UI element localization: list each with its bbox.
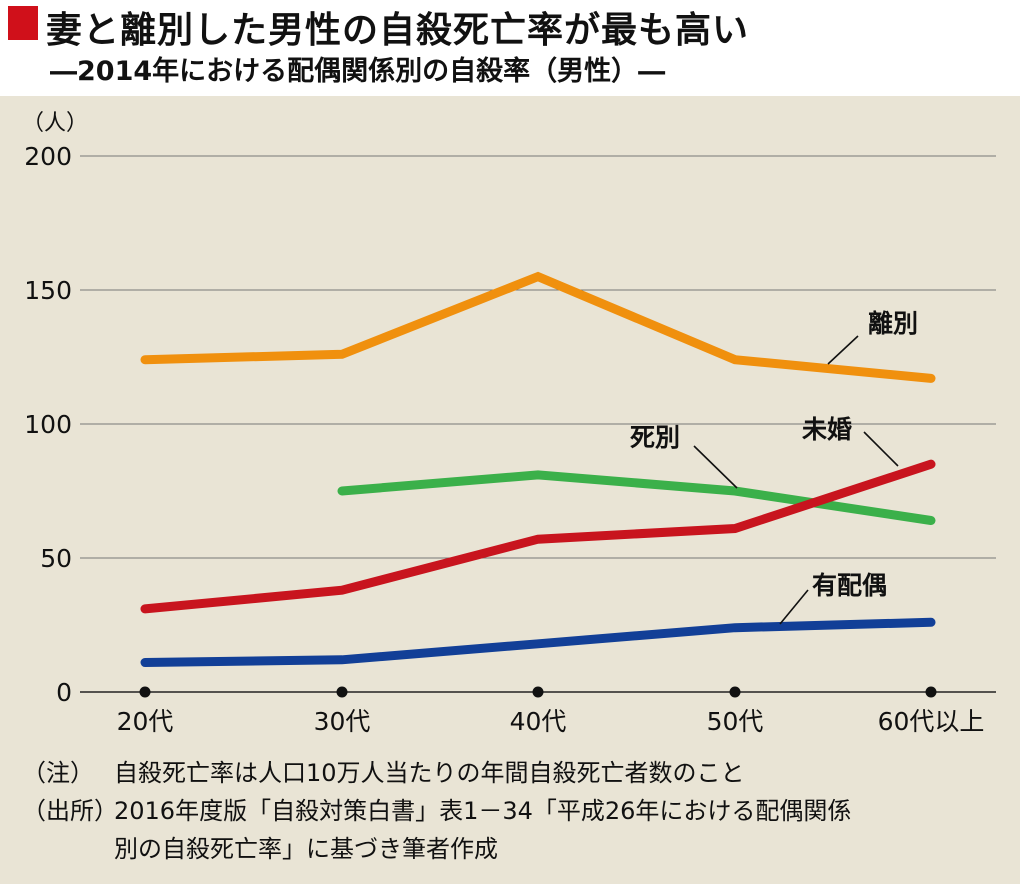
header: 妻と離別した男性の自殺死亡率が最も高い ―2014年における配偶関係別の自殺率（… [0,0,1020,96]
series-label: 未婚 [802,415,852,444]
leader-line [693,445,738,489]
chart-subtitle: ―2014年における配偶関係別の自殺率（男性）― [50,56,666,87]
series-line-有配偶 [140,617,936,667]
source-line-2: 別の自殺死亡率」に基づき筆者作成 [114,835,498,863]
source-label: （出所） [22,797,118,825]
leader-line [827,335,859,365]
y-tick-label: 50 [40,544,72,573]
note-text: 自殺死亡率は人口10万人当たりの年間自殺死亡者数のこと [114,759,745,787]
source-text: 2016年度版「自殺対策白書」表1－34「平成26年における配偶関係 別の自殺死… [114,792,851,868]
y-tick-label: 150 [24,276,72,305]
leader-line [863,431,899,467]
source-row: （出所） 2016年度版「自殺対策白書」表1－34「平成26年における配偶関係 … [22,792,851,868]
x-tick-label: 20代 [117,707,174,736]
y-tick-label: 100 [24,410,72,439]
series-line-未婚 [140,459,936,614]
series-label: 有配偶 [812,571,887,600]
y-axis-unit-label: （人） [22,111,88,136]
series-line-死別 [337,470,936,525]
leader-line [779,589,809,625]
x-tick-label: 50代 [707,707,764,736]
x-tick-dot [925,686,937,698]
title-marker [8,6,38,40]
series-label: 離別 [868,309,918,338]
chart-title: 妻と離別した男性の自殺死亡率が最も高い [46,10,750,51]
y-tick-label: 200 [24,142,72,171]
notes: （注） 自殺死亡率は人口10万人当たりの年間自殺死亡者数のこと （出所） 201… [22,754,851,868]
x-tick-dot [336,686,348,698]
x-tick-label: 60代以上 [878,707,985,736]
x-tick-dot [729,686,741,698]
note-row: （注） 自殺死亡率は人口10万人当たりの年間自殺死亡者数のこと [22,754,851,792]
x-tick-label: 40代 [510,707,567,736]
series-line-離別 [140,271,936,383]
x-tick-dot [139,686,151,698]
y-tick-label: 0 [56,678,72,707]
x-tick-dot [532,686,544,698]
x-tick-label: 30代 [314,707,371,736]
series-label: 死別 [630,423,680,452]
note-label: （注） [22,759,94,787]
source-line-1: 2016年度版「自殺対策白書」表1－34「平成26年における配偶関係 [114,797,852,825]
